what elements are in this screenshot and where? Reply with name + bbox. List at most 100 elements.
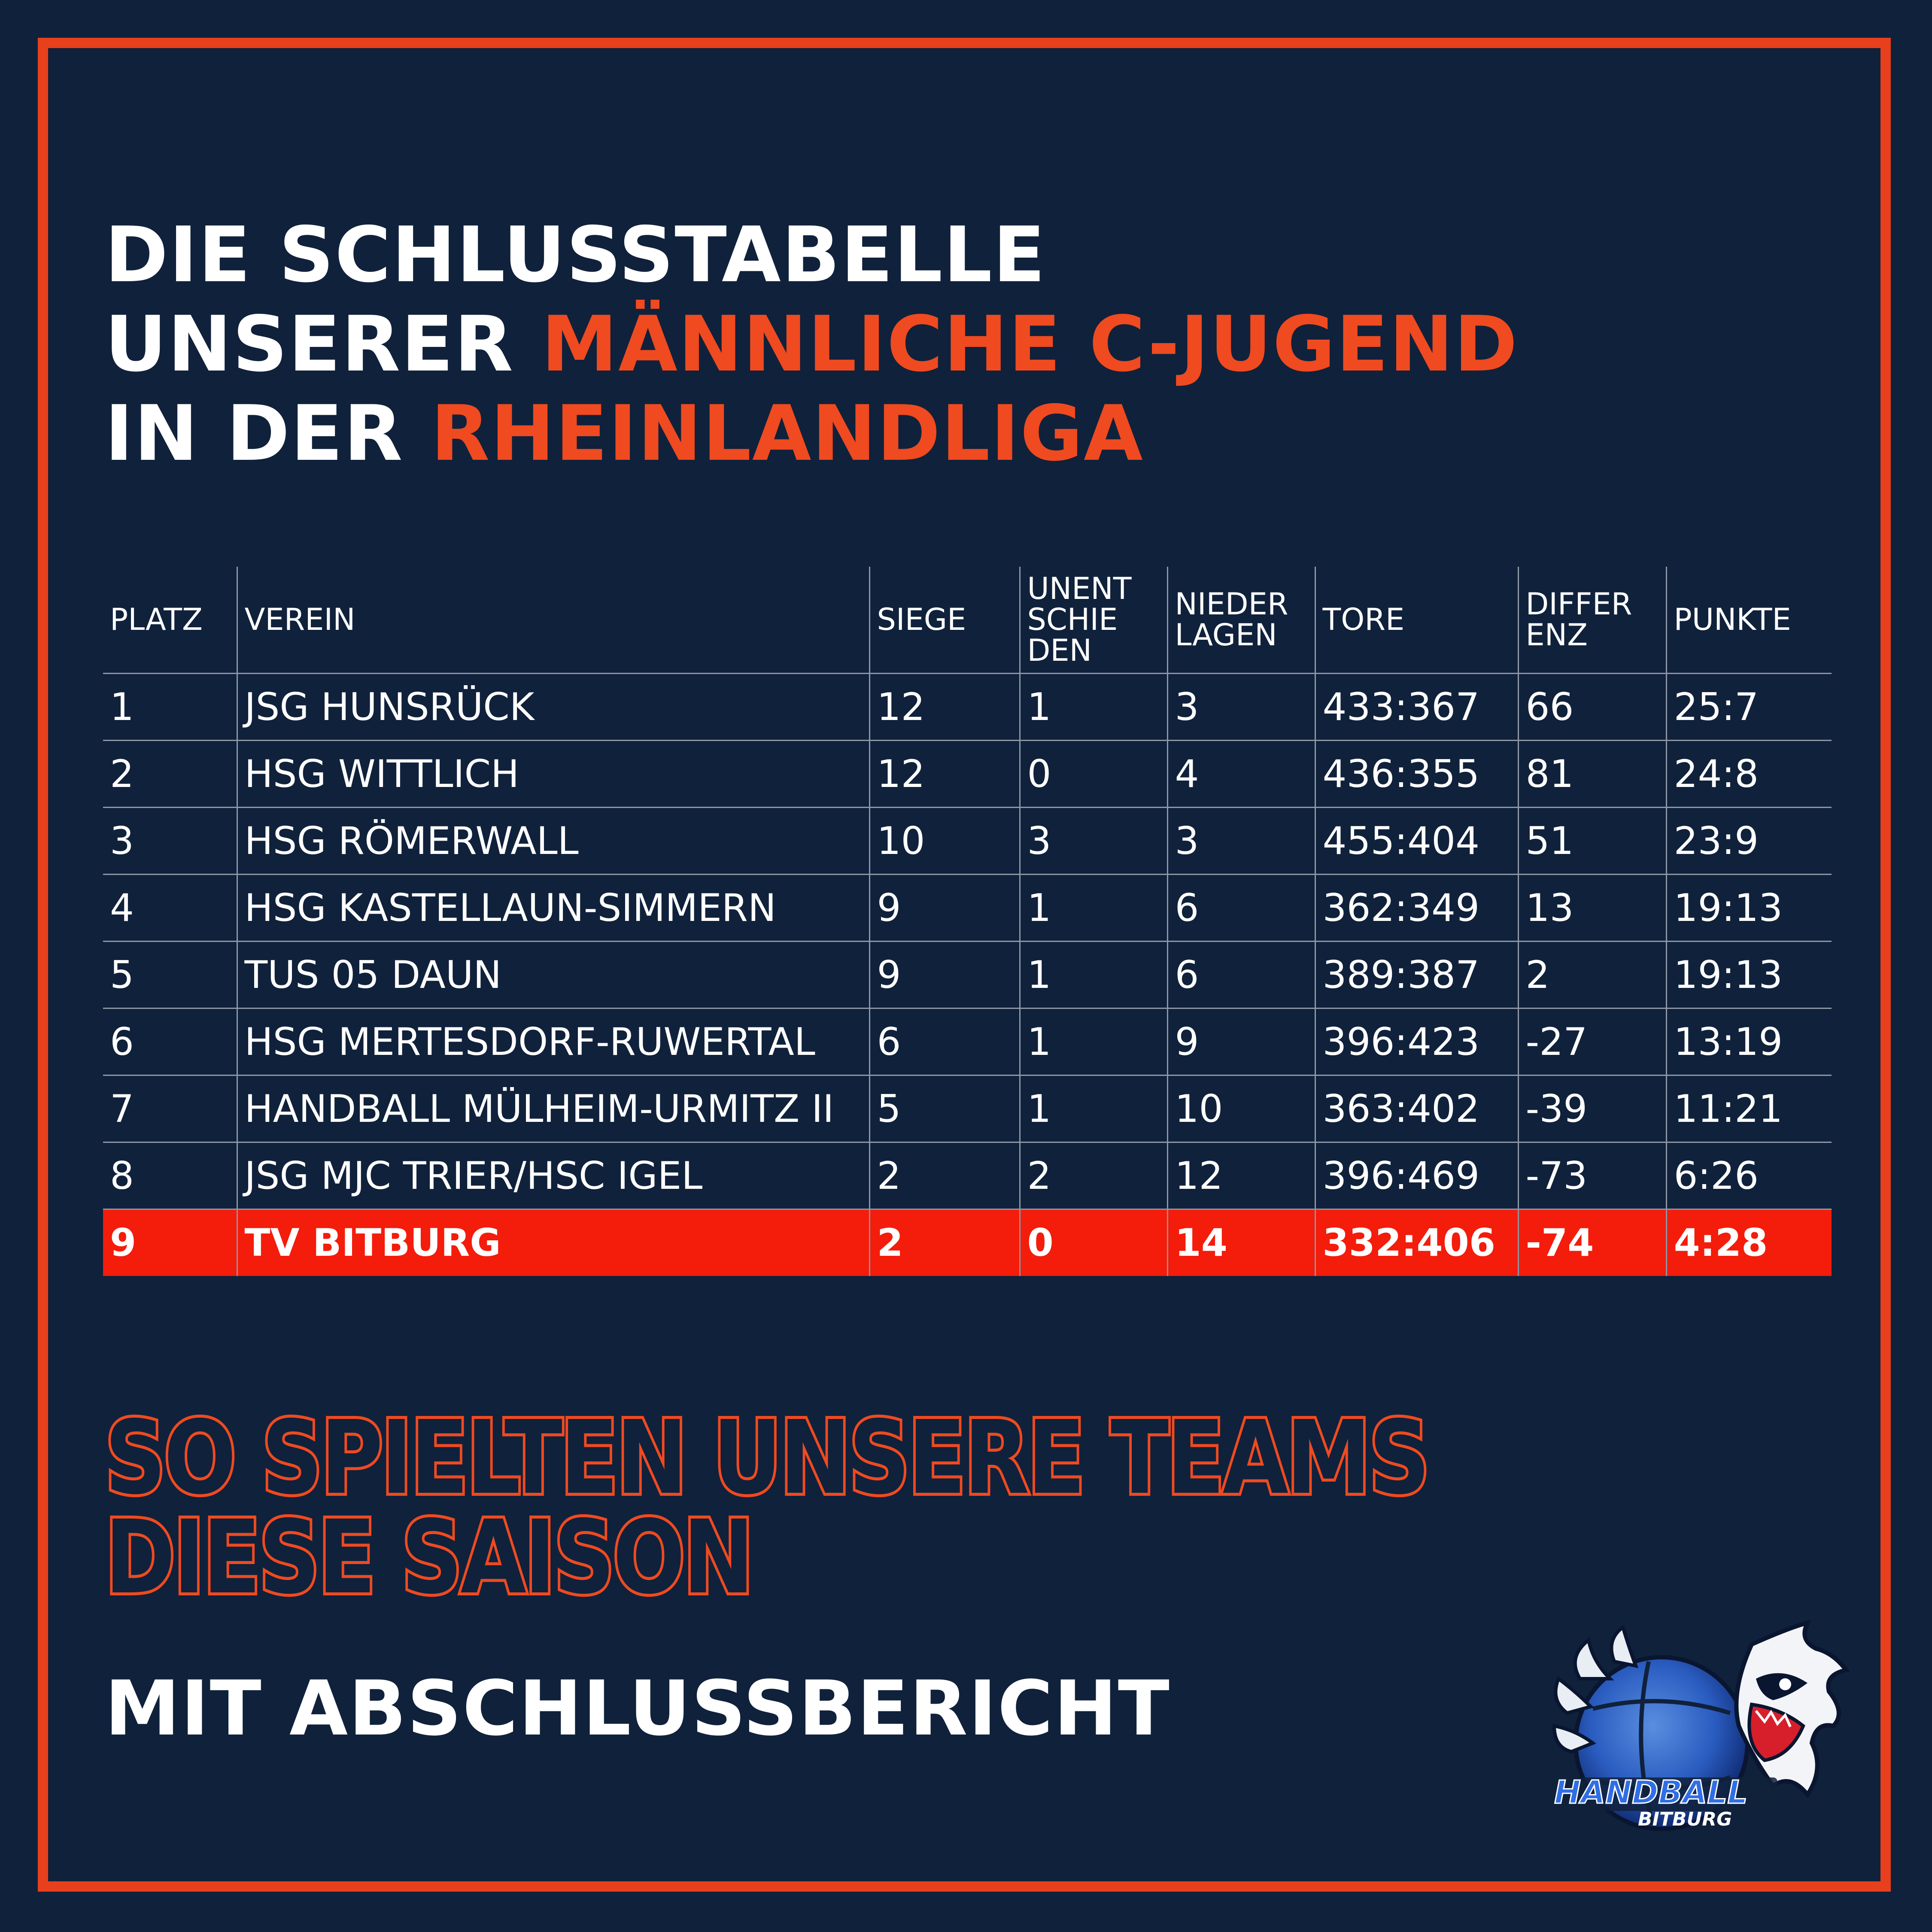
table-row: 6 HSG Mertesdorf-Ruwertal 6 1 9 396:423 … — [103, 1008, 1832, 1076]
cell-punkte: 25:7 — [1665, 673, 1832, 741]
standings-table: Platz Verein Siege Unent schie den Nieder l… — [103, 567, 1832, 1276]
cell-verein: JSG MJC Trier/HSC Igel — [236, 1142, 869, 1210]
cell-punkte: 19:13 — [1665, 874, 1832, 942]
logo-text-main: HANDBALL — [1554, 1774, 1748, 1811]
table-row-highlighted: 9 TV Bitburg 2 0 14 332:406 -74 4:28 — [103, 1209, 1832, 1276]
cell-niederlagen: 6 — [1166, 874, 1315, 942]
headline: So spielten unsere Teams diese Saison — [102, 1399, 1433, 1616]
header-punkte: Punkte — [1665, 567, 1832, 674]
cell-punkte: 4:28 — [1665, 1209, 1832, 1276]
cell-differenz: 13 — [1517, 874, 1666, 942]
cell-unentschieden: 0 — [1019, 1209, 1167, 1276]
cell-differenz: -27 — [1517, 1008, 1666, 1076]
cell-platz: 9 — [103, 1209, 237, 1276]
cell-unentschieden: 1 — [1019, 1008, 1167, 1076]
cell-siege: 12 — [869, 740, 1020, 808]
cell-tore: 396:469 — [1314, 1142, 1518, 1210]
header-unentschieden-part-2: schie — [1027, 602, 1118, 638]
cell-punkte: 11:21 — [1665, 1075, 1832, 1143]
cell-punkte: 6:26 — [1665, 1142, 1832, 1210]
cell-differenz: -39 — [1517, 1075, 1666, 1143]
cell-differenz: 2 — [1517, 941, 1666, 1009]
cell-siege: 10 — [869, 807, 1020, 875]
cell-unentschieden: 1 — [1019, 1075, 1167, 1143]
headline-line-1: So spielten unsere Teams — [102, 1399, 1433, 1517]
cell-unentschieden: 1 — [1019, 874, 1167, 942]
cell-platz: 3 — [103, 807, 237, 875]
headline-line-2: diese Saison — [102, 1498, 756, 1616]
cell-unentschieden: 1 — [1019, 941, 1167, 1009]
title-line-3-prefix: in der — [105, 389, 431, 478]
cell-punkte: 19:13 — [1665, 941, 1832, 1009]
header-niederlagen-part-1: Nieder — [1175, 586, 1288, 622]
cell-tore: 389:387 — [1314, 941, 1518, 1009]
table-row: 1 JSG Hunsrück 12 1 3 433:367 66 25:7 — [103, 673, 1832, 741]
subline: Mit Abschlussbericht — [105, 1665, 1170, 1753]
cell-verein: TV Bitburg — [236, 1209, 869, 1276]
cell-siege: 12 — [869, 673, 1020, 741]
cell-tore: 396:423 — [1314, 1008, 1518, 1076]
header-unentschieden: Unent schie den — [1019, 567, 1167, 674]
cell-niederlagen: 12 — [1166, 1142, 1315, 1210]
talon-icon — [1552, 1624, 1639, 1754]
cell-siege: 2 — [869, 1209, 1020, 1276]
cell-niederlagen: 3 — [1166, 673, 1315, 741]
orange-frame — [38, 38, 1891, 1892]
title-line-3: in der Rheinlandliga — [105, 389, 1518, 478]
header-verein: Verein — [236, 567, 869, 674]
cell-siege: 2 — [869, 1142, 1020, 1210]
header-niederlagen-part-2: lagen — [1175, 617, 1277, 653]
header-differenz-part-2: enz — [1525, 617, 1588, 653]
cell-verein: HSG Römerwall — [236, 807, 869, 875]
table-row: 4 HSG Kastellaun-Simmern 9 1 6 362:349 1… — [103, 874, 1832, 942]
table-header-row: Platz Verein Siege Unent schie den Nieder l… — [103, 567, 1832, 674]
table-row: 3 HSG Römerwall 10 3 3 455:404 51 23:9 — [103, 807, 1832, 875]
cell-niederlagen: 6 — [1166, 941, 1315, 1009]
header-unentschieden-part-3: den — [1027, 633, 1092, 668]
cell-punkte: 23:9 — [1665, 807, 1832, 875]
cell-platz: 7 — [103, 1075, 237, 1143]
header-niederlagen: Nieder lagen — [1166, 567, 1315, 674]
cell-tore: 455:404 — [1314, 807, 1518, 875]
eagle-head-icon — [1734, 1619, 1850, 1798]
cell-unentschieden: 2 — [1019, 1142, 1167, 1210]
cell-differenz: -74 — [1517, 1209, 1666, 1276]
cell-platz: 6 — [103, 1008, 237, 1076]
cell-punkte: 13:19 — [1665, 1008, 1832, 1076]
cell-unentschieden: 3 — [1019, 807, 1167, 875]
cell-siege: 5 — [869, 1075, 1020, 1143]
title-line-1: Die Schlusstabelle — [105, 210, 1046, 299]
cell-siege: 9 — [869, 941, 1020, 1009]
header-differenz-part-1: Differ — [1525, 586, 1632, 622]
cell-verein: HSG Mertesdorf-Ruwertal — [236, 1008, 869, 1076]
header-tore: Tore — [1314, 567, 1518, 674]
title-line-2: unserer Männliche C-Jugend — [105, 300, 1518, 389]
table-row: 7 Handball Mülheim-Urmitz II 5 1 10 363:… — [103, 1075, 1832, 1143]
cell-verein: Handball Mülheim-Urmitz II — [236, 1075, 869, 1143]
cell-siege: 9 — [869, 874, 1020, 942]
table-row: 5 TuS 05 Daun 9 1 6 389:387 2 19:13 — [103, 941, 1832, 1009]
cell-platz: 8 — [103, 1142, 237, 1210]
table-row: 8 JSG MJC Trier/HSC Igel 2 2 12 396:469 … — [103, 1142, 1832, 1210]
cell-unentschieden: 1 — [1019, 673, 1167, 741]
table-row: 2 HSG Wittlich 12 0 4 436:355 81 24:8 — [103, 740, 1832, 808]
cell-niederlagen: 10 — [1166, 1075, 1315, 1143]
header-siege: Siege — [869, 567, 1020, 674]
header-differenz: Differ enz — [1517, 567, 1666, 674]
cell-platz: 5 — [103, 941, 237, 1009]
cell-niederlagen: 3 — [1166, 807, 1315, 875]
cell-tore: 436:355 — [1314, 740, 1518, 808]
cell-niederlagen: 14 — [1166, 1209, 1315, 1276]
handball-bitburg-logo: HANDBALL BITBURG — [1550, 1619, 1850, 1831]
cell-verein: TuS 05 Daun — [236, 941, 869, 1009]
cell-niederlagen: 4 — [1166, 740, 1315, 808]
header-platz: Platz — [103, 567, 237, 674]
cell-tore: 433:367 — [1314, 673, 1518, 741]
logo-text-sub: BITBURG — [1638, 1808, 1732, 1830]
cell-siege: 6 — [869, 1008, 1020, 1076]
page-title: Die Schlusstabelle unserer Männliche C-J… — [105, 210, 1518, 478]
cell-differenz: 66 — [1517, 673, 1666, 741]
header-unentschieden-part-1: Unent — [1027, 571, 1132, 607]
cell-verein: HSG Kastellaun-Simmern — [236, 874, 869, 942]
